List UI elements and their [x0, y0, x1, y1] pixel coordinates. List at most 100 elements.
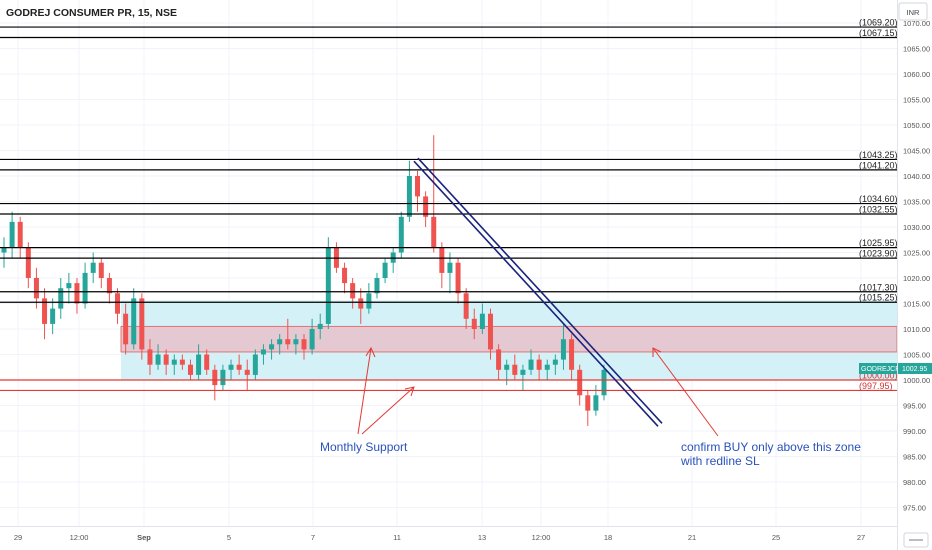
- candle-body: [301, 339, 307, 350]
- price-axis[interactable]: 975.00 980.00 985.00 990.00 995.00 1000.00 100…: [903, 19, 930, 513]
- y-tick-label: 1020.00: [903, 274, 930, 283]
- candle-body: [196, 354, 202, 375]
- candle-body: [236, 364, 242, 370]
- annotation-monthly-support: Monthly Support: [320, 440, 408, 454]
- y-tick-label: 1015.00: [903, 300, 930, 309]
- x-tick-label: 29: [14, 533, 22, 542]
- last-price-bg: [859, 363, 897, 374]
- arrow-left-up: [357, 347, 372, 435]
- candle-body: [147, 349, 153, 365]
- candle-body: [512, 364, 518, 375]
- candle-body: [358, 298, 364, 309]
- candle-body: [544, 364, 550, 370]
- y-tick-label: 1050.00: [903, 121, 930, 130]
- y-tick-label: 1030.00: [903, 223, 930, 232]
- candle-body: [82, 272, 88, 304]
- y-tick-label: 990.00: [903, 427, 926, 436]
- y-tick-label: 1065.00: [903, 45, 930, 54]
- arrow-buy-zone: [652, 347, 719, 437]
- level-label: (1032.55): [859, 204, 898, 214]
- horizontal-levels[interactable]: (1069.20)(1067.15) (1043.25)(1041.20) (103…: [0, 18, 898, 392]
- arrow-right-up: [361, 386, 415, 435]
- candle-body: [415, 176, 421, 197]
- last-price-badge: GODREJCP 1002.95: [859, 363, 932, 374]
- candle-body: [455, 262, 461, 294]
- axes: [0, 0, 898, 550]
- candle-body: [382, 262, 388, 278]
- candle-body: [58, 288, 64, 309]
- arrow-left-up-head: [365, 346, 376, 358]
- x-tick-label: 7: [311, 533, 315, 542]
- x-tick-label: 21: [688, 533, 696, 542]
- candle-body: [139, 298, 145, 350]
- candle-body: [569, 339, 575, 370]
- candle-body: [374, 278, 380, 294]
- candle-body: [163, 354, 169, 365]
- x-tick-label: 11: [393, 533, 401, 542]
- candle-body: [131, 298, 137, 345]
- y-tick-label: 975.00: [903, 504, 926, 513]
- candle-body: [260, 349, 266, 355]
- zones: [120, 300, 898, 380]
- candle-body: [98, 262, 104, 278]
- candle-body: [406, 176, 412, 217]
- candle-body: [204, 354, 210, 370]
- candle-body: [560, 339, 566, 360]
- candle-body: [25, 247, 31, 278]
- level-label: (997.95): [859, 381, 893, 391]
- candle-body: [325, 247, 331, 324]
- candle-body: [17, 221, 23, 248]
- y-tick-label: 980.00: [903, 478, 926, 487]
- x-tick-label: 12:00: [70, 533, 89, 542]
- candle-body: [9, 221, 15, 248]
- y-tick-label: 1035.00: [903, 198, 930, 207]
- y-tick-label: 1010.00: [903, 325, 930, 334]
- level-label: (1043.25): [859, 150, 898, 160]
- last-price-value-bg: [898, 363, 932, 374]
- y-tick-label: 1040.00: [903, 172, 930, 181]
- annotation-redline-sl: with redline SL: [680, 454, 760, 468]
- level-label: (1041.20): [859, 160, 898, 170]
- candle-body: [317, 323, 323, 329]
- candle-body: [552, 359, 558, 365]
- candle-body: [244, 369, 250, 375]
- candle-body: [601, 369, 607, 396]
- candle-body: [90, 262, 96, 273]
- candle-body: [252, 354, 258, 375]
- arrow-right-up-head: [404, 386, 415, 397]
- y-tick-label: 985.00: [903, 453, 926, 462]
- candle-body: [220, 369, 226, 386]
- candle-body: [447, 262, 453, 273]
- candle-body: [463, 293, 469, 319]
- candle-body: [504, 364, 510, 370]
- y-tick-label: 1070.00: [903, 19, 930, 28]
- candle-body: [293, 339, 299, 345]
- candle-body: [269, 344, 275, 350]
- candle-body: [366, 293, 372, 309]
- candle-body: [536, 359, 542, 370]
- candle-body: [123, 313, 129, 345]
- goto-live-button[interactable]: [903, 532, 929, 548]
- chart-title: GODREJ CONSUMER PR, 15, NSE: [6, 7, 177, 19]
- trendline-outer[interactable]: [417, 157, 663, 424]
- candle-body: [106, 278, 112, 294]
- time-axis[interactable]: 29 12:00 Sep 5 7 11 13 12:00 18 21 25 27: [14, 533, 865, 542]
- candle-body: [585, 395, 591, 411]
- candle-body: [74, 283, 80, 304]
- level-label: (1000.00): [859, 371, 898, 381]
- x-tick-label: 27: [857, 533, 865, 542]
- trendline-inner[interactable]: [413, 160, 659, 427]
- candle-body: [520, 369, 526, 375]
- y-tick-label: 1025.00: [903, 249, 930, 258]
- candle-body: [593, 395, 599, 411]
- x-tick-label: Sep: [137, 533, 151, 542]
- candle-body: [496, 349, 502, 370]
- candle-body: [479, 313, 485, 329]
- trendline[interactable]: [413, 157, 663, 427]
- candle-body: [285, 339, 291, 345]
- currency-button[interactable]: INR: [898, 2, 928, 21]
- candle-body: [423, 196, 429, 217]
- level-label: (1069.20): [859, 18, 898, 28]
